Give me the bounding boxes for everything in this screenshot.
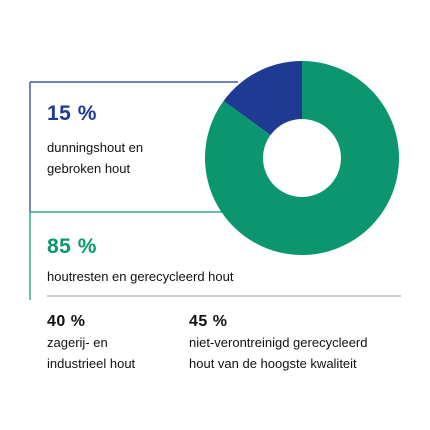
donut-slice-dunningshout	[223, 60, 302, 136]
blue-percent-label: 15 %	[47, 102, 97, 125]
green-percent-label: 85 %	[47, 235, 97, 258]
breakdown-1-label: zagerij- en industrieel hout	[47, 335, 136, 371]
blue-category-label: dunningshout en gebroken hout	[47, 140, 144, 176]
breakdown-2-label: niet-verontreinigd gerecycleerd hout van…	[189, 335, 368, 371]
green-category-label: houtresten en gerecycleerd hout	[47, 269, 234, 284]
breakdown-2-percent: 45 %	[189, 313, 228, 330]
donut-slices	[204, 60, 399, 255]
breakdown-1-percent: 40 %	[47, 313, 86, 330]
donut-slice-houtresten	[204, 61, 399, 255]
